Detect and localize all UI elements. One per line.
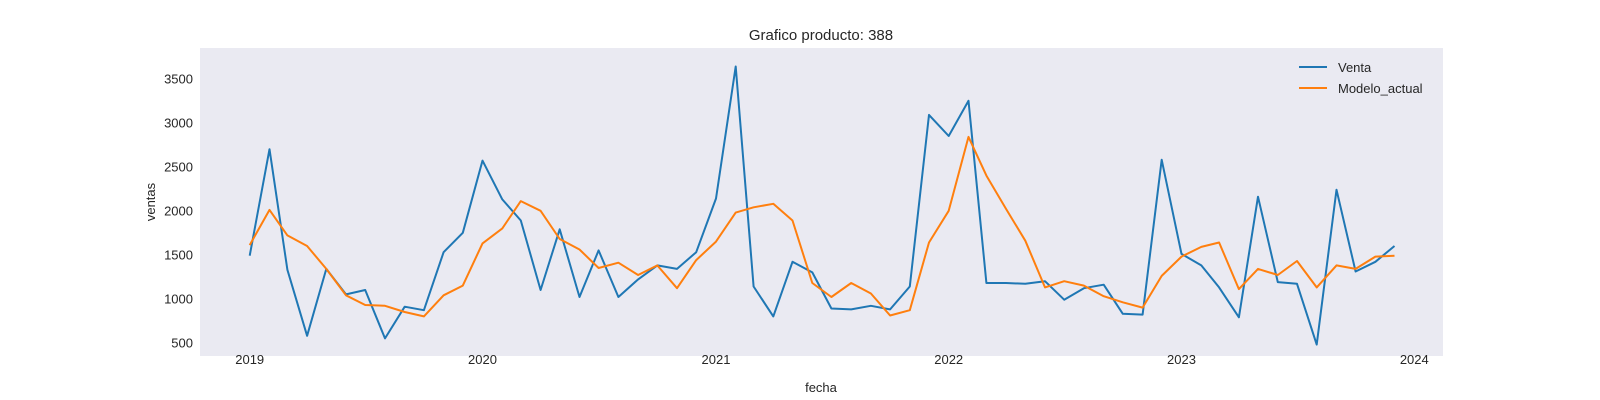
- plot-background: [200, 48, 1443, 356]
- x-tick-label: 2019: [235, 352, 264, 367]
- x-tick-label: 2022: [934, 352, 963, 367]
- x-tick-label: 2020: [468, 352, 497, 367]
- legend-label-modelo-actual: Modelo_actual: [1338, 81, 1423, 96]
- y-tick-label: 3000: [164, 115, 193, 130]
- y-ticks: 500 1000 1500 2000 2500 3000 3500: [164, 71, 193, 350]
- y-axis-label: ventas: [143, 182, 158, 221]
- series-layer: [248, 65, 1396, 346]
- y-tick-label: 500: [171, 335, 193, 350]
- chart-title: Grafico producto: 388: [749, 27, 893, 44]
- y-tick-label: 1000: [164, 291, 193, 306]
- y-tick-label: 1500: [164, 247, 193, 262]
- y-tick-label: 2000: [164, 203, 193, 218]
- x-tick-label: 2021: [702, 352, 731, 367]
- series-line-modelo-actual: [248, 135, 1395, 318]
- y-tick-label: 3500: [164, 71, 193, 86]
- x-ticks: 2019 2020 2021 2022 2023 2024: [235, 352, 1429, 367]
- legend-label-venta: Venta: [1338, 60, 1372, 75]
- legend: Venta Modelo_actual: [1299, 60, 1423, 96]
- x-tick-label: 2024: [1400, 352, 1429, 367]
- y-tick-label: 2500: [164, 159, 193, 174]
- x-axis-label: fecha: [805, 380, 838, 395]
- x-tick-label: 2023: [1167, 352, 1196, 367]
